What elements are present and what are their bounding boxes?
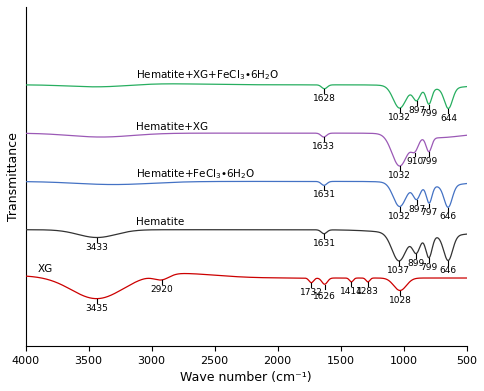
Y-axis label: Transmittance: Transmittance — [7, 132, 20, 221]
Text: 3433: 3433 — [86, 242, 108, 251]
Text: 1037: 1037 — [387, 266, 410, 275]
Text: 644: 644 — [440, 113, 457, 122]
Text: 1032: 1032 — [388, 171, 411, 180]
Text: 797: 797 — [421, 208, 438, 217]
Text: 1028: 1028 — [389, 296, 411, 305]
Text: 1628: 1628 — [313, 94, 336, 103]
Text: 1631: 1631 — [313, 190, 335, 199]
Text: 1626: 1626 — [313, 292, 336, 301]
Text: Hematite+FeCl$_3$•6H$_2$O: Hematite+FeCl$_3$•6H$_2$O — [136, 167, 256, 181]
Text: 2920: 2920 — [150, 285, 173, 294]
Text: Hematite+XG: Hematite+XG — [136, 122, 209, 132]
Text: 897: 897 — [408, 204, 425, 214]
Text: 799: 799 — [420, 263, 438, 272]
Text: 1414: 1414 — [340, 287, 363, 296]
Text: XG: XG — [38, 264, 53, 274]
Text: 1032: 1032 — [388, 212, 411, 221]
Text: 799: 799 — [420, 109, 438, 118]
Text: 646: 646 — [439, 265, 457, 274]
Text: 646: 646 — [439, 212, 457, 221]
Text: 1032: 1032 — [388, 113, 411, 122]
X-axis label: Wave number (cm⁻¹): Wave number (cm⁻¹) — [180, 371, 312, 384]
Text: Hematite: Hematite — [136, 217, 184, 228]
Text: 1633: 1633 — [312, 142, 335, 151]
Text: 1283: 1283 — [356, 287, 379, 296]
Text: 799: 799 — [420, 157, 438, 166]
Text: 910: 910 — [406, 157, 424, 166]
Text: 897: 897 — [408, 106, 425, 115]
Text: 899: 899 — [408, 258, 425, 267]
Text: Hematite+XG+FeCl$_3$•6H$_2$O: Hematite+XG+FeCl$_3$•6H$_2$O — [136, 68, 280, 82]
Text: 1732: 1732 — [300, 288, 323, 297]
Text: 3435: 3435 — [85, 304, 108, 313]
Text: 1631: 1631 — [313, 239, 335, 248]
